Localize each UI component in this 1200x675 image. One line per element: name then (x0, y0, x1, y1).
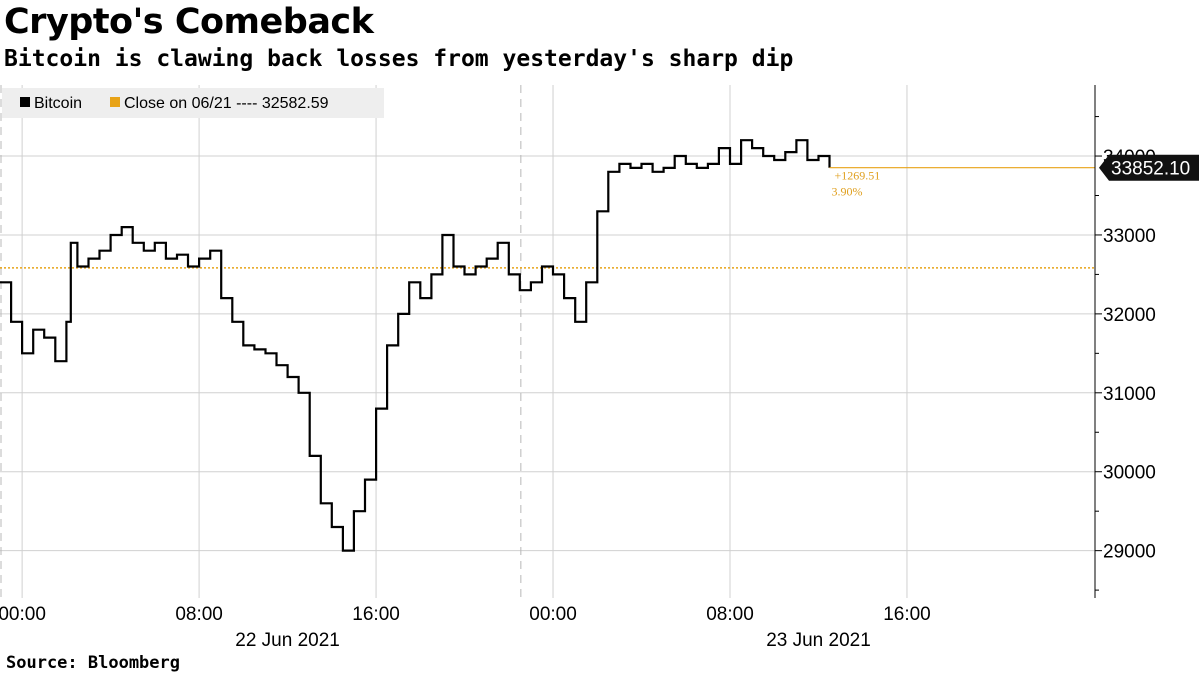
source-note: Source: Bloomberg (6, 653, 180, 673)
x-tick-label-4: 08:00 (706, 604, 754, 625)
legend: Bitcoin Close on 06/21 ---- 32582.59 (2, 88, 384, 118)
last-value-label: 33852.10 (1111, 159, 1190, 180)
last-value-box (1099, 154, 1199, 181)
last-value-badge: 33852.10 (1099, 154, 1199, 181)
y-axis-ticks: 290003000031000320003300034000 (1095, 116, 1156, 591)
x-tick-label-0: 00:00 (0, 604, 46, 625)
y-tick-label-32000: 32000 (1103, 305, 1156, 326)
legend-label-close: Close on 06/21 ---- 32582.59 (124, 95, 329, 112)
x-date-label-0: 22 Jun 2021 (235, 630, 340, 651)
x-axis-ticks: 00:00 08:00 16:00 00:00 08:00 16:00 22 Jun 202… (0, 604, 931, 651)
y-tick-label-29000: 29000 (1103, 542, 1156, 563)
x-tick-label-1: 08:00 (175, 604, 223, 625)
day-dividers (0, 85, 522, 598)
x-tick-label-5: 16:00 (883, 604, 931, 625)
x-tick-label-3: 00:00 (529, 604, 577, 625)
x-date-label-1: 23 Jun 2021 (766, 630, 871, 651)
change-pct-label: 3.90% (832, 185, 863, 199)
series-line-bitcoin (0, 139, 831, 552)
legend-swatch-close (110, 97, 120, 107)
y-tick-label-33000: 33000 (1103, 226, 1156, 247)
chart-title: Crypto's Comeback (4, 2, 374, 42)
change-abs-label: +1269.51 (835, 169, 881, 183)
x-tick-label-2: 16:00 (352, 604, 400, 625)
legend-label-bitcoin: Bitcoin (34, 95, 82, 112)
grid (0, 85, 1095, 598)
y-tick-label-30000: 30000 (1103, 463, 1156, 484)
y-tick-label-31000: 31000 (1103, 384, 1156, 405)
chart-subtitle: Bitcoin is clawing back losses from yest… (4, 46, 794, 72)
legend-swatch-bitcoin (20, 97, 30, 107)
